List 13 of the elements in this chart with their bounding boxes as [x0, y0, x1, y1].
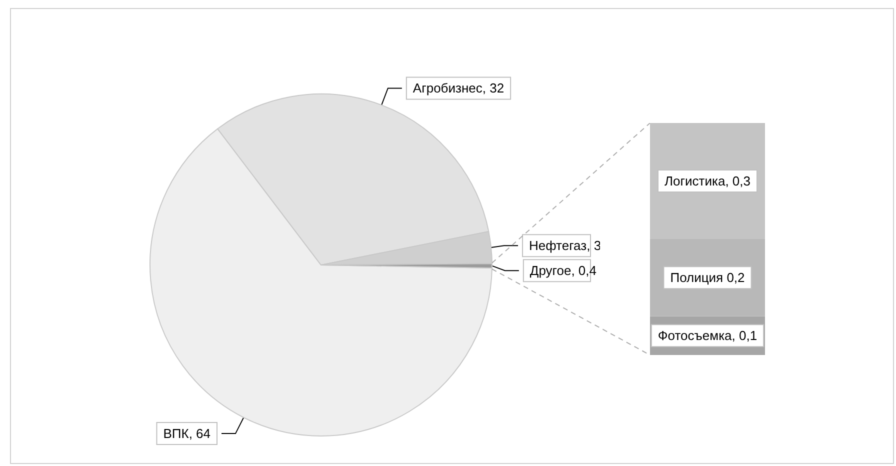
slice-label: ВПК	[163, 426, 190, 442]
data-label: , 0,4	[571, 263, 597, 278]
data-label: , 32	[482, 80, 504, 96]
data-label: , 0,1	[732, 328, 758, 344]
slice-label: Нефтегаз	[529, 238, 587, 254]
series-label: Фотосъемка	[658, 328, 733, 344]
series-label: Полиция	[670, 270, 724, 286]
data-label: , 0,3	[725, 174, 750, 188]
slice-label: Агробизнес	[412, 80, 483, 96]
data-label: , 64	[188, 426, 211, 442]
data-label: 0,2	[723, 270, 745, 286]
series-label: Логистика	[664, 174, 726, 188]
slice-label: Другое	[530, 263, 572, 278]
